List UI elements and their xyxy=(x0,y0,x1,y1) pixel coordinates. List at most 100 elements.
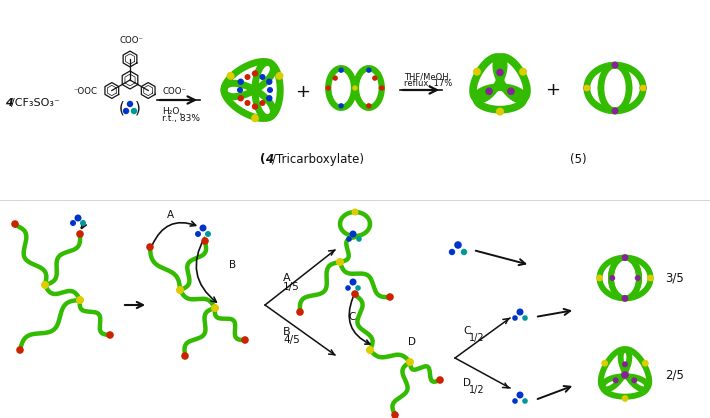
Circle shape xyxy=(80,220,86,226)
Circle shape xyxy=(366,346,374,354)
Circle shape xyxy=(244,74,251,80)
Circle shape xyxy=(601,360,608,367)
Text: (5): (5) xyxy=(569,153,586,166)
Circle shape xyxy=(516,392,523,398)
Circle shape xyxy=(349,230,356,237)
Circle shape xyxy=(237,87,243,93)
Circle shape xyxy=(75,214,82,222)
Circle shape xyxy=(252,103,258,110)
Circle shape xyxy=(127,101,133,107)
Circle shape xyxy=(516,308,523,316)
Text: ): ) xyxy=(135,100,141,115)
Circle shape xyxy=(76,230,84,238)
Circle shape xyxy=(326,85,331,91)
Circle shape xyxy=(621,371,629,379)
Text: 1/2: 1/2 xyxy=(469,385,485,395)
Text: B: B xyxy=(283,327,290,337)
Circle shape xyxy=(251,114,258,121)
Circle shape xyxy=(176,286,184,294)
Circle shape xyxy=(519,68,527,76)
Circle shape xyxy=(201,237,209,245)
Circle shape xyxy=(11,220,18,228)
Circle shape xyxy=(406,358,414,366)
Circle shape xyxy=(461,249,467,255)
Circle shape xyxy=(621,395,628,402)
Circle shape xyxy=(473,68,481,76)
Circle shape xyxy=(259,100,266,106)
Circle shape xyxy=(76,296,84,304)
Circle shape xyxy=(244,100,251,106)
Circle shape xyxy=(296,308,304,316)
Circle shape xyxy=(356,236,362,242)
Text: COO⁻: COO⁻ xyxy=(119,36,143,45)
Circle shape xyxy=(454,241,462,249)
Circle shape xyxy=(379,85,384,91)
Circle shape xyxy=(276,72,283,79)
Circle shape xyxy=(496,69,504,76)
Circle shape xyxy=(391,411,399,418)
Circle shape xyxy=(123,108,129,114)
Circle shape xyxy=(351,209,359,216)
Text: (: ( xyxy=(260,153,265,166)
Circle shape xyxy=(339,67,344,73)
Text: 1/5: 1/5 xyxy=(283,282,300,292)
Text: +: + xyxy=(545,81,560,99)
Circle shape xyxy=(436,376,444,384)
Circle shape xyxy=(366,67,371,73)
Circle shape xyxy=(366,103,371,109)
Circle shape xyxy=(238,95,244,102)
Circle shape xyxy=(211,304,219,312)
Circle shape xyxy=(131,108,137,114)
Circle shape xyxy=(635,275,640,281)
Circle shape xyxy=(642,360,649,367)
Text: (: ( xyxy=(119,100,125,115)
Text: reflux, 17%: reflux, 17% xyxy=(404,79,452,88)
Circle shape xyxy=(631,377,638,383)
Text: C: C xyxy=(463,326,471,336)
Circle shape xyxy=(266,79,273,85)
Circle shape xyxy=(647,275,654,281)
Circle shape xyxy=(266,95,273,102)
Text: r.t., 83%: r.t., 83% xyxy=(162,114,200,123)
Circle shape xyxy=(621,254,628,261)
Text: D: D xyxy=(408,337,416,347)
Circle shape xyxy=(259,74,266,80)
Circle shape xyxy=(640,84,647,92)
Text: ⁻OOC: ⁻OOC xyxy=(74,87,98,96)
Circle shape xyxy=(346,236,351,242)
Circle shape xyxy=(345,285,351,291)
Circle shape xyxy=(228,73,234,80)
Circle shape xyxy=(621,295,628,302)
Circle shape xyxy=(70,220,76,226)
Text: +: + xyxy=(295,83,310,101)
Circle shape xyxy=(16,346,24,354)
Text: /CF₃SO₃⁻: /CF₃SO₃⁻ xyxy=(11,98,60,108)
Text: A: A xyxy=(283,273,290,283)
Circle shape xyxy=(252,70,258,76)
Circle shape xyxy=(584,84,590,92)
Circle shape xyxy=(449,249,455,255)
Text: 1/2: 1/2 xyxy=(469,333,485,343)
Circle shape xyxy=(496,107,504,116)
Circle shape xyxy=(522,315,528,321)
Text: 4: 4 xyxy=(265,153,273,166)
Circle shape xyxy=(181,352,189,360)
Circle shape xyxy=(146,243,154,251)
Circle shape xyxy=(195,231,201,237)
Circle shape xyxy=(611,61,618,69)
Text: 4: 4 xyxy=(5,98,13,108)
Circle shape xyxy=(41,281,49,289)
Text: /Tricarboxylate): /Tricarboxylate) xyxy=(272,153,364,166)
Circle shape xyxy=(275,73,283,80)
Circle shape xyxy=(522,398,528,404)
Circle shape xyxy=(352,85,358,91)
Circle shape xyxy=(613,377,618,383)
Circle shape xyxy=(106,331,114,339)
Circle shape xyxy=(241,336,248,344)
Text: COO⁻: COO⁻ xyxy=(162,87,186,96)
Circle shape xyxy=(336,258,344,266)
Circle shape xyxy=(200,224,207,232)
Circle shape xyxy=(205,231,211,237)
Circle shape xyxy=(386,293,394,301)
Circle shape xyxy=(332,75,338,81)
